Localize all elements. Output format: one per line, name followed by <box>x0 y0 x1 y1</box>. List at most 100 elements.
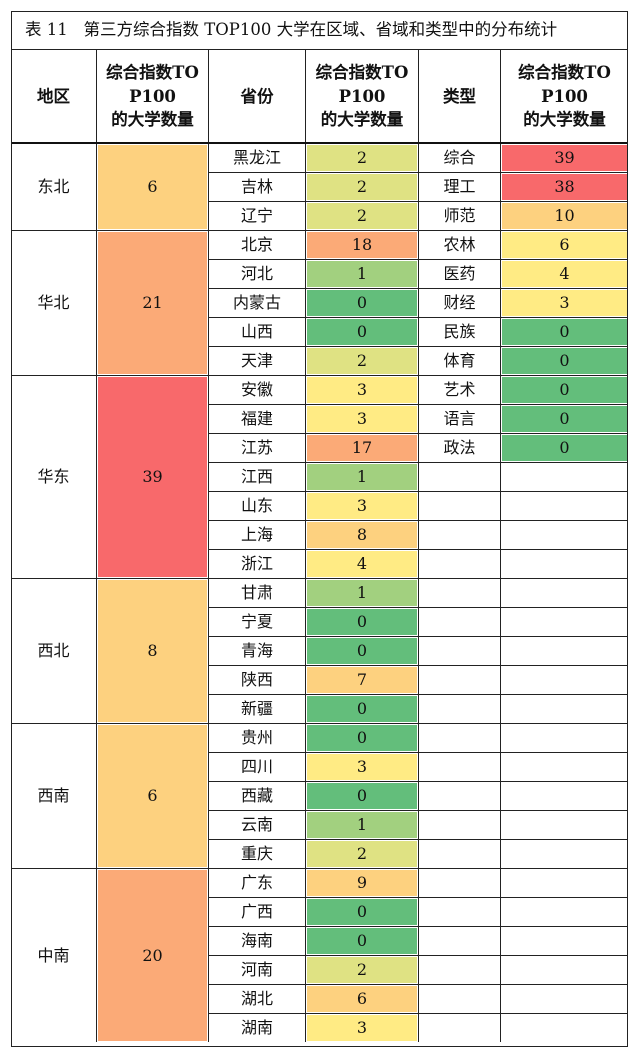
region-name: 东北 <box>11 143 96 230</box>
type-count: 6 <box>500 230 628 259</box>
type-count: 0 <box>500 346 628 375</box>
region-name: 中南 <box>11 868 96 1042</box>
province-name: 四川 <box>208 752 305 781</box>
type-name: 医药 <box>418 259 500 288</box>
province-name: 天津 <box>208 346 305 375</box>
province-count: 0 <box>305 317 418 346</box>
header-province-count: 综合指数TO P100 的大学数量 <box>305 49 418 143</box>
province-count: 3 <box>305 491 418 520</box>
province-count: 6 <box>305 984 418 1013</box>
region-count: 6 <box>96 143 208 230</box>
province-name: 宁夏 <box>208 607 305 636</box>
province-name: 内蒙古 <box>208 288 305 317</box>
empty-type-count-cell <box>500 578 628 607</box>
empty-type-cell <box>418 723 500 752</box>
region-count: 39 <box>96 375 208 578</box>
province-count: 7 <box>305 665 418 694</box>
header-province: 省份 <box>208 49 305 143</box>
empty-type-count-cell <box>500 549 628 578</box>
type-count: 0 <box>500 375 628 404</box>
type-count: 10 <box>500 201 628 230</box>
empty-type-cell <box>418 607 500 636</box>
type-count: 0 <box>500 317 628 346</box>
empty-type-count-cell <box>500 462 628 491</box>
empty-type-count-cell <box>500 694 628 723</box>
province-name: 吉林 <box>208 172 305 201</box>
empty-type-count-cell <box>500 897 628 926</box>
empty-type-cell <box>418 984 500 1013</box>
province-count: 9 <box>305 868 418 897</box>
empty-type-count-cell <box>500 607 628 636</box>
table-number: 表 11 <box>25 19 68 39</box>
distribution-table: 表 11 第三方综合指数 TOP100 大学在区域、省域和类型中的分布统计 地区… <box>11 11 628 1047</box>
province-count: 2 <box>305 955 418 984</box>
province-count: 8 <box>305 520 418 549</box>
type-name: 师范 <box>418 201 500 230</box>
type-count: 0 <box>500 433 628 462</box>
empty-type-cell <box>418 926 500 955</box>
province-count: 0 <box>305 926 418 955</box>
province-count: 0 <box>305 781 418 810</box>
region-count: 21 <box>96 230 208 375</box>
province-count: 3 <box>305 404 418 433</box>
empty-type-count-cell <box>500 839 628 868</box>
empty-type-cell <box>418 636 500 665</box>
province-count: 2 <box>305 839 418 868</box>
province-count: 18 <box>305 230 418 259</box>
type-name: 民族 <box>418 317 500 346</box>
province-name: 黑龙江 <box>208 143 305 172</box>
type-name: 政法 <box>418 433 500 462</box>
province-name: 山西 <box>208 317 305 346</box>
province-count: 3 <box>305 375 418 404</box>
province-name: 河北 <box>208 259 305 288</box>
province-count: 1 <box>305 810 418 839</box>
province-count: 0 <box>305 723 418 752</box>
province-count: 2 <box>305 172 418 201</box>
empty-type-cell <box>418 839 500 868</box>
empty-type-cell <box>418 694 500 723</box>
table-title-text: 第三方综合指数 TOP100 大学在区域、省域和类型中的分布统计 <box>83 19 558 39</box>
type-name: 语言 <box>418 404 500 433</box>
region-name: 华北 <box>11 230 96 375</box>
province-name: 青海 <box>208 636 305 665</box>
empty-type-count-cell <box>500 723 628 752</box>
region-name: 西北 <box>11 578 96 723</box>
empty-type-count-cell <box>500 868 628 897</box>
table-title: 表 11 第三方综合指数 TOP100 大学在区域、省域和类型中的分布统计 <box>11 11 628 49</box>
province-name: 贵州 <box>208 723 305 752</box>
province-count: 1 <box>305 462 418 491</box>
province-name: 江西 <box>208 462 305 491</box>
region-count: 6 <box>96 723 208 868</box>
province-name: 甘肃 <box>208 578 305 607</box>
province-count: 0 <box>305 607 418 636</box>
province-name: 山东 <box>208 491 305 520</box>
province-name: 河南 <box>208 955 305 984</box>
type-name: 体育 <box>418 346 500 375</box>
province-count: 2 <box>305 201 418 230</box>
type-count: 3 <box>500 288 628 317</box>
header-region-count: 综合指数TO P100 的大学数量 <box>96 49 208 143</box>
province-count: 3 <box>305 1013 418 1042</box>
empty-type-cell <box>418 810 500 839</box>
province-name: 北京 <box>208 230 305 259</box>
empty-type-count-cell <box>500 810 628 839</box>
province-name: 新疆 <box>208 694 305 723</box>
province-name: 广东 <box>208 868 305 897</box>
region-name: 西南 <box>11 723 96 868</box>
empty-type-count-cell <box>500 1013 628 1042</box>
province-name: 广西 <box>208 897 305 926</box>
empty-type-count-cell <box>500 491 628 520</box>
empty-type-count-cell <box>500 636 628 665</box>
empty-type-cell <box>418 491 500 520</box>
province-count: 1 <box>305 578 418 607</box>
empty-type-cell <box>418 578 500 607</box>
type-name: 农林 <box>418 230 500 259</box>
province-count: 1 <box>305 259 418 288</box>
type-name: 理工 <box>418 172 500 201</box>
province-count: 3 <box>305 752 418 781</box>
province-name: 江苏 <box>208 433 305 462</box>
province-count: 2 <box>305 143 418 172</box>
type-count: 39 <box>500 143 628 172</box>
province-name: 湖北 <box>208 984 305 1013</box>
